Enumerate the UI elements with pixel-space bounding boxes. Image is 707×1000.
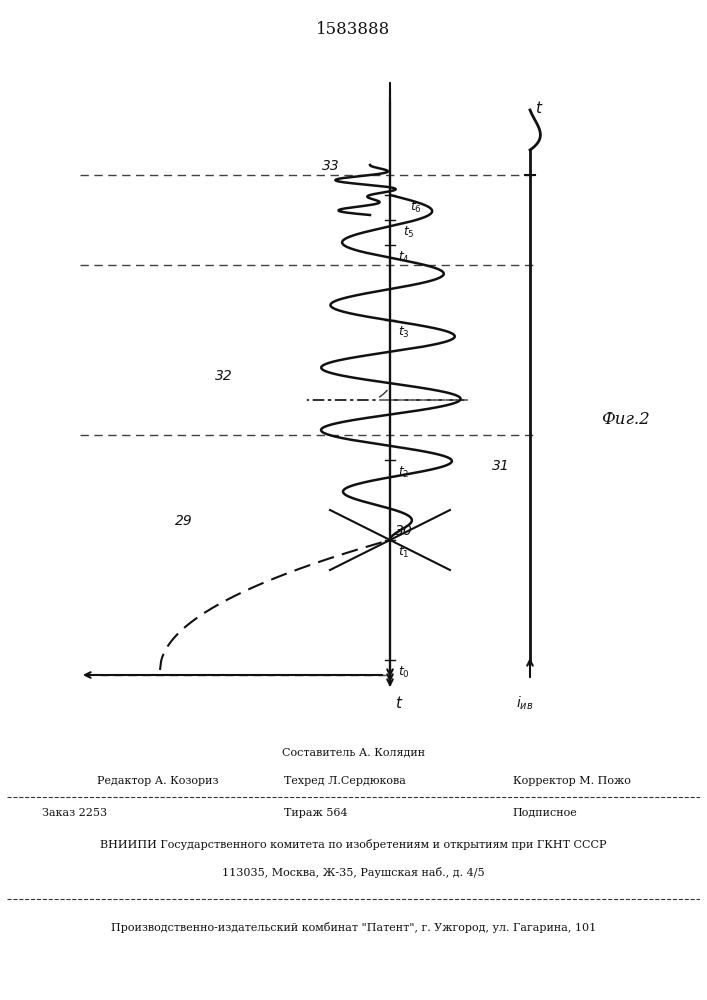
Text: $t_5$: $t_5$	[403, 225, 415, 240]
Text: 113035, Москва, Ж-35, Раушская наб., д. 4/5: 113035, Москва, Ж-35, Раушская наб., д. …	[222, 867, 485, 878]
Text: 32: 32	[215, 369, 233, 383]
Text: $t_0$: $t_0$	[398, 665, 410, 680]
Text: 1583888: 1583888	[316, 21, 391, 38]
Text: Редактор А. Козориз: Редактор А. Козориз	[97, 776, 218, 786]
Text: ВНИИПИ Государственного комитета по изобретениям и открытиям при ГКНТ СССР: ВНИИПИ Государственного комитета по изоб…	[100, 839, 607, 850]
Text: $t_1$: $t_1$	[398, 545, 409, 560]
Text: 33: 33	[322, 159, 340, 173]
Text: $t$: $t$	[535, 100, 544, 116]
Text: $t_2$: $t_2$	[398, 465, 409, 480]
Text: $t_4$: $t_4$	[398, 250, 410, 265]
Text: $t$: $t$	[395, 695, 404, 711]
Text: 31: 31	[492, 459, 510, 473]
Text: 30: 30	[395, 524, 413, 538]
Text: Заказ 2253: Заказ 2253	[42, 808, 107, 818]
Text: Подписное: Подписное	[513, 808, 578, 818]
Text: $t_6$: $t_6$	[410, 200, 422, 215]
Text: $t_3$: $t_3$	[398, 325, 410, 340]
Text: Тираж 564: Тираж 564	[284, 808, 348, 818]
Text: Фиг.2: Фиг.2	[601, 412, 649, 428]
Text: Корректор М. Пожо: Корректор М. Пожо	[513, 776, 631, 786]
Text: Составитель А. Колядин: Составитель А. Колядин	[282, 748, 425, 758]
Text: 29: 29	[175, 514, 193, 528]
Text: $i_{ив}$: $i_{ив}$	[516, 695, 534, 712]
Text: Техред Л.Сердюкова: Техред Л.Сердюкова	[284, 776, 406, 786]
Text: Производственно-издательский комбинат "Патент", г. Ужгород, ул. Гагарина, 101: Производственно-издательский комбинат "П…	[111, 922, 596, 933]
